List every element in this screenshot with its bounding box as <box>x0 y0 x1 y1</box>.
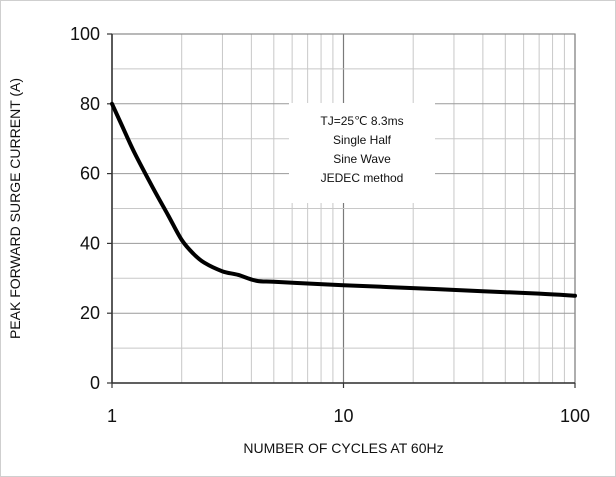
grid <box>111 34 576 383</box>
y-tick-label: 40 <box>80 233 100 253</box>
x-tick-label: 1 <box>107 406 117 426</box>
conditions-note-line: JEDEC method <box>321 171 404 185</box>
y-tick-label: 80 <box>80 94 100 114</box>
y-tick-label: 20 <box>80 303 100 323</box>
y-tick-label: 100 <box>70 24 100 44</box>
y-axis-title: PEAK FORWARD SURGE CURRENT (A) <box>7 78 23 339</box>
conditions-note: TJ=25℃ 8.3ms Single Half Sine Wave JEDEC me… <box>289 103 435 203</box>
x-tick-label: 10 <box>333 406 353 426</box>
series-group <box>110 101 577 298</box>
conditions-note-box <box>289 103 435 203</box>
conditions-note-line: Single Half <box>333 133 392 147</box>
conditions-note-line: Sine Wave <box>333 152 391 166</box>
y-tick-label: 0 <box>90 373 100 393</box>
y-tick-labels: 0 20 40 60 80 100 <box>70 24 112 393</box>
x-tick-label: 100 <box>560 406 590 426</box>
conditions-note-line: TJ=25℃ 8.3ms <box>320 114 403 128</box>
x-tick-labels: 1 10 100 <box>107 383 590 426</box>
y-tick-label: 60 <box>80 164 100 184</box>
x-axis-title: NUMBER OF CYCLES AT 60Hz <box>243 440 443 456</box>
surge-current-curve <box>110 101 577 298</box>
